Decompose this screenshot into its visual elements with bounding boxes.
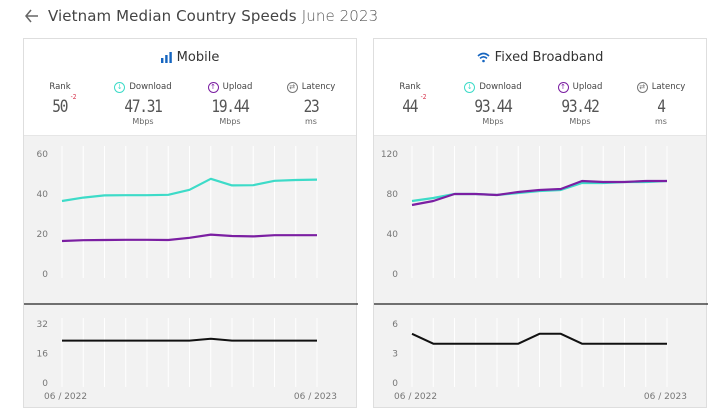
download-label: Download bbox=[479, 82, 522, 92]
mobile-download: ↓ Download 47.31 Mbps bbox=[104, 81, 182, 126]
y-tick-label: 0 bbox=[392, 379, 398, 389]
y-tick-label: 0 bbox=[42, 270, 48, 280]
rank-label: Rank bbox=[49, 82, 71, 92]
mobile-rank: Rank 50 -2 bbox=[38, 81, 82, 117]
latency-unit: ms bbox=[305, 117, 317, 126]
fixed-panel-title-text: Fixed Broadband bbox=[494, 49, 604, 65]
upload-unit: Mbps bbox=[219, 117, 241, 126]
latency-value: 23 bbox=[303, 97, 320, 117]
y-tick-label: 80 bbox=[387, 190, 399, 200]
mobile-panel-title: Mobile bbox=[24, 47, 356, 67]
upload-series-line bbox=[61, 233, 317, 243]
latency-swap-icon: ⇄ bbox=[286, 81, 298, 93]
latency-label: Latency bbox=[651, 82, 686, 92]
latency-value: 4 bbox=[657, 97, 666, 117]
latency-label: Latency bbox=[301, 82, 336, 92]
rank-label: Rank bbox=[399, 82, 421, 92]
mobile-upload: ↑ Upload 19.44 Mbps bbox=[194, 81, 266, 126]
rank-number: 44 bbox=[402, 97, 419, 117]
latency-series-line bbox=[62, 337, 317, 342]
fixed-upload: ↑ Upload 93.42 Mbps bbox=[544, 81, 616, 126]
latency-unit: ms bbox=[655, 117, 667, 126]
y-tick-label: 120 bbox=[381, 150, 398, 160]
upload-value: 19.44 bbox=[211, 97, 249, 117]
fixed-chart: 0 40 80 120 0 3 6 06 / 2022 06 / 2023 bbox=[374, 146, 708, 402]
upload-unit: Mbps bbox=[569, 117, 591, 126]
upload-label: Upload bbox=[572, 82, 603, 92]
y-tick-label: 60 bbox=[37, 150, 49, 160]
download-value: 47.31 bbox=[124, 97, 162, 117]
latency-series-line bbox=[411, 332, 667, 345]
y-tick-label: 3 bbox=[392, 350, 398, 360]
page-subtitle: June 2023 bbox=[301, 7, 379, 25]
mobile-chart: 0 20 40 60 0 16 32 06 / 2022 06 / 2023 bbox=[24, 146, 358, 402]
fixed-rank: Rank 44 -2 bbox=[388, 81, 432, 117]
page-title-text: Vietnam Median Country Speeds bbox=[48, 7, 297, 25]
y-tick-label: 40 bbox=[387, 230, 399, 240]
rank-number: 50 bbox=[52, 97, 69, 117]
y-tick-label: 32 bbox=[37, 320, 48, 330]
y-tick-label: 0 bbox=[42, 379, 48, 389]
download-label: Download bbox=[129, 82, 172, 92]
upload-value: 93.42 bbox=[561, 97, 599, 117]
download-unit: Mbps bbox=[482, 117, 504, 126]
upload-arrow-icon: ↑ bbox=[557, 81, 569, 93]
download-series-line bbox=[61, 177, 318, 203]
rank-value: 44 -2 bbox=[402, 93, 427, 117]
rank-delta: -2 bbox=[420, 93, 427, 101]
wifi-icon bbox=[477, 52, 490, 62]
x-end-label: 06 / 2023 bbox=[644, 392, 687, 402]
x-start-label: 06 / 2022 bbox=[44, 392, 87, 402]
download-value: 93.44 bbox=[474, 97, 512, 117]
fixed-latency: ⇄ Latency 4 ms bbox=[626, 81, 696, 126]
mobile-panel: Mobile Rank 50 -2 ↓ Download 47.31 Mbps ↑ U… bbox=[23, 38, 358, 408]
download-unit: Mbps bbox=[132, 117, 154, 126]
page-header: Vietnam Median Country Speeds June 2023 bbox=[24, 5, 378, 27]
mobile-panel-header: Mobile Rank 50 -2 ↓ Download 47.31 Mbps ↑ U… bbox=[24, 39, 356, 136]
page-title: Vietnam Median Country Speeds June 2023 bbox=[48, 7, 378, 25]
latency-swap-icon: ⇄ bbox=[636, 81, 648, 93]
x-start-label: 06 / 2022 bbox=[394, 392, 437, 402]
back-arrow-icon[interactable] bbox=[24, 6, 40, 26]
y-tick-label: 0 bbox=[392, 270, 398, 280]
rank-value: 50 -2 bbox=[52, 93, 77, 117]
download-arrow-icon: ↓ bbox=[114, 81, 126, 93]
upload-label: Upload bbox=[222, 82, 253, 92]
y-tick-label: 40 bbox=[37, 190, 49, 200]
fixed-panel: Fixed Broadband Rank 44 -2 ↓ Download 93.4… bbox=[373, 38, 708, 408]
upload-series-line bbox=[411, 179, 667, 207]
y-tick-label: 16 bbox=[37, 350, 49, 360]
upload-arrow-icon: ↑ bbox=[207, 81, 219, 93]
download-arrow-icon: ↓ bbox=[464, 81, 476, 93]
y-tick-label: 6 bbox=[392, 320, 398, 330]
bar-signal-icon bbox=[160, 51, 172, 63]
y-tick-label: 20 bbox=[37, 230, 49, 240]
mobile-latency: ⇄ Latency 23 ms bbox=[276, 81, 346, 126]
rank-delta: -2 bbox=[70, 93, 77, 101]
mobile-panel-title-text: Mobile bbox=[176, 49, 220, 65]
fixed-panel-title: Fixed Broadband bbox=[374, 47, 706, 67]
fixed-panel-header: Fixed Broadband Rank 44 -2 ↓ Download 93.4… bbox=[374, 39, 706, 136]
x-end-label: 06 / 2023 bbox=[294, 392, 337, 402]
fixed-download: ↓ Download 93.44 Mbps bbox=[454, 81, 532, 126]
